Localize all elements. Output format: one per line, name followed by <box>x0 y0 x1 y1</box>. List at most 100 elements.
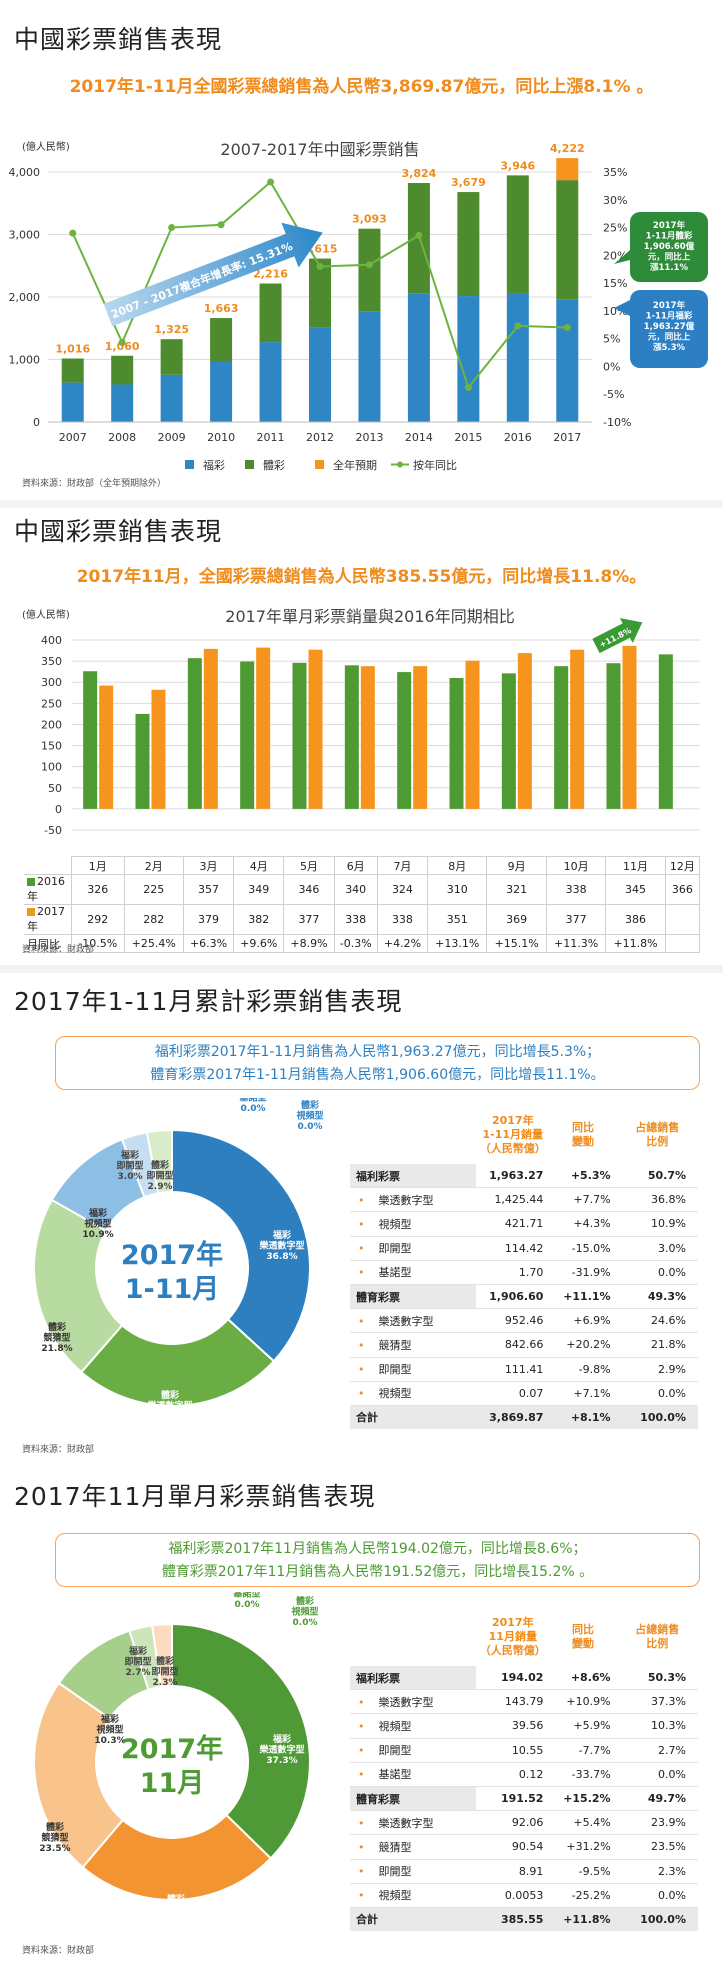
table-header: 占總銷售 比例 <box>635 1623 680 1650</box>
donut-slice <box>171 1128 311 1363</box>
slice-label: 福彩即開型 2.7% <box>124 1645 151 1678</box>
cell-2016: 324 <box>376 874 429 905</box>
bar-welfare <box>160 374 183 422</box>
slice-label: 福彩樂透數字型 37.3% <box>259 1733 304 1766</box>
legend-label: 體彩 <box>263 459 285 472</box>
cell-yoy: +11.8% <box>605 934 666 953</box>
cell-2017 <box>664 904 701 935</box>
y2-tick-label: 25% <box>603 222 627 235</box>
bar-sports <box>160 339 183 375</box>
bar-welfare <box>556 299 579 422</box>
donut-slice <box>81 1813 273 1901</box>
bar-2017年 <box>151 689 166 809</box>
y-tick-label: 200 <box>41 718 62 731</box>
callout-sports-text: 2017年 1-11月體彩 1,906.60億元，同比上漲11.1% <box>644 220 695 273</box>
bar-total-label: 3,093 <box>352 213 387 226</box>
section3-title: 2017年1-11月累計彩票銷售表現 <box>14 987 403 1016</box>
bar-welfare <box>358 311 381 422</box>
monthly-sales-chart: (億人民幣) 2017年單月彩票銷量與2016年同期相比 -50 0 50 100 150 2… <box>22 607 700 837</box>
cell-yoy: +25.4% <box>123 934 184 953</box>
yoy-point <box>365 261 373 269</box>
yoy-point <box>563 324 571 332</box>
bar-2017年 <box>622 645 637 809</box>
bar-total-label: 4,222 <box>550 142 585 155</box>
bar-2016年 <box>292 662 307 809</box>
cell-yoy: +11.3% <box>545 934 607 953</box>
growth-arrow: +11.8% <box>592 618 643 654</box>
table-row: 合計 3,869.87 +8.1% 100.0% <box>350 1405 698 1430</box>
cell-yoy <box>664 934 701 953</box>
table-row: 體育彩票 191.52 +15.2% 49.7% <box>350 1786 698 1812</box>
y-tick-label: 2,000 <box>9 291 41 304</box>
bar-total-label: 1,060 <box>105 340 140 353</box>
bar-welfare <box>457 296 480 422</box>
ytd-donut-chart: 福彩樂透數字型 36.8% 體彩樂透數字型 24.6% 體彩競猜型 21.8% 福彩視頻型 1… <box>33 1098 324 1422</box>
callout-pointer <box>614 300 630 316</box>
donut-slice <box>145 1128 173 1195</box>
callout-welfare: 2017年 1-11月福彩 1,963.27億元，同比上漲5.3% <box>614 290 708 368</box>
cell-2016: 340 <box>333 874 378 905</box>
y-tick-label: 350 <box>41 655 62 668</box>
cell-2016: 338 <box>545 874 607 905</box>
bar-welfare <box>111 384 134 422</box>
bar-sports <box>358 228 381 312</box>
month-header: 3月 <box>182 856 235 875</box>
callout-sports: 2017年 1-11月體彩 1,906.60億元，同比上漲11.1% <box>614 212 708 282</box>
y2-tick-label: 0% <box>603 360 620 373</box>
bar-2016年 <box>501 673 516 809</box>
slice-label: 體彩視頻型 0.0% <box>295 1099 323 1132</box>
ytd-sales-table: 2017年 1-11月銷量 （人民幣億） 同比 變動 占總銷售 比例 福利彩票 1,963.27… <box>350 1106 698 1430</box>
y2-tick-label: 30% <box>603 194 627 207</box>
x-tick-label: 2016 <box>504 431 532 444</box>
slice-label: 體彩競猜型 23.5% <box>39 1821 70 1854</box>
legend-swatch <box>185 460 194 469</box>
month-summary-sports: 體育彩票2017年11月銷售為人民幣191.52億元，同比增長15.2% 。 <box>161 1564 594 1580</box>
x-tick-label: 2017 <box>553 431 581 444</box>
bar-2017年 <box>413 666 428 809</box>
bar-forecast <box>556 158 579 181</box>
donut-slice <box>33 1198 124 1374</box>
donut-slice <box>79 1317 276 1407</box>
callout-welfare-text: 2017年 1-11月福彩 1,963.27億元，同比上漲5.3% <box>644 300 695 353</box>
bar-welfare <box>210 361 233 422</box>
chart-title: 2007-2017年中國彩票銷售 <box>220 140 419 159</box>
donut2-source: 資料來源：財政部 <box>22 1946 95 1956</box>
row-2017-label: 2017年 <box>24 904 72 935</box>
x-tick-label: 2012 <box>306 431 334 444</box>
bar-sports <box>556 180 579 300</box>
bar-2016年 <box>449 678 464 809</box>
section-divider <box>0 965 723 973</box>
y-tick-label: 150 <box>41 740 62 753</box>
cell-2017: 351 <box>427 904 488 935</box>
y-tick-label: -50 <box>44 824 62 837</box>
bar-2017年 <box>360 666 375 809</box>
cell-2017: 338 <box>376 904 429 935</box>
slice-label: 體彩樂透數字型 23.9% <box>153 1893 198 1926</box>
bar-2016年 <box>397 672 412 809</box>
cell-2016: 346 <box>283 874 335 905</box>
bar-sports <box>506 175 529 293</box>
slice-label: 體彩視頻型 0.0% <box>290 1595 318 1628</box>
bar-total-label: 1,016 <box>55 343 90 356</box>
y-tick-label: 0 <box>55 803 62 816</box>
table-row: 福利彩票 1,963.27 +5.3% 50.7% <box>350 1164 698 1189</box>
bar-2017年 <box>308 649 323 809</box>
table-row: 合計 385.55 +11.8% 100.0% <box>350 1907 698 1932</box>
bar-welfare <box>259 342 282 422</box>
x-tick-label: 2015 <box>454 431 482 444</box>
donut-slice <box>171 1622 311 1860</box>
cell-yoy: +13.1% <box>427 934 488 953</box>
yoy-point <box>415 231 423 239</box>
bar-sports <box>309 258 331 328</box>
cell-yoy: -0.3% <box>333 934 378 953</box>
month-header: 11月 <box>605 856 666 875</box>
donut-slice <box>33 1681 125 1869</box>
chart1-legend: 福彩 體彩 全年預期 按年同比 <box>185 458 457 472</box>
